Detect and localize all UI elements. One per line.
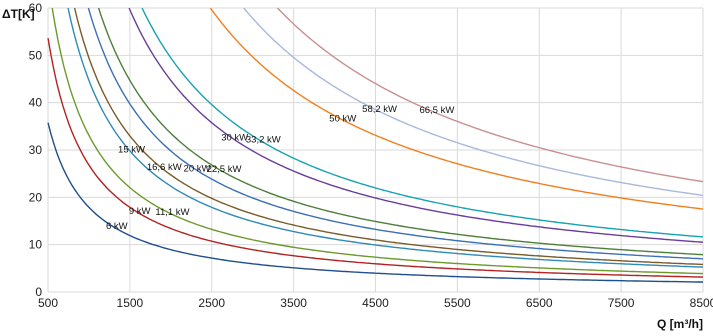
y-tick-label: 30: [29, 143, 43, 157]
series-lines: [47, 7, 704, 283]
x-tick-label: 4500: [362, 296, 389, 310]
x-axis-label: Q [m³/h]: [657, 317, 703, 331]
series-line-20-kw: [87, 7, 704, 260]
series-label: 66,5 kW: [419, 105, 454, 116]
y-tick-label: 60: [29, 1, 43, 15]
series-line-6-kw: [47, 122, 703, 283]
x-tick-label: 500: [38, 296, 58, 310]
x-tick-label: 7500: [608, 296, 635, 310]
series-label: 20 kW: [184, 163, 211, 174]
series-line-58-2-kw: [243, 7, 704, 197]
series-line-15-kw: [67, 7, 704, 268]
series-line-22-5-kw: [97, 7, 704, 256]
y-tick-label: 50: [29, 48, 43, 62]
series-line-9-kw: [47, 37, 704, 278]
y-tick-label: 40: [29, 96, 43, 110]
y-tick-label: 20: [29, 190, 43, 204]
series-label: 15 kW: [118, 144, 145, 155]
series-label: 9 kW: [129, 206, 151, 217]
x-tick-label: 6500: [526, 296, 553, 310]
x-tick-label: 2500: [198, 296, 225, 310]
x-tick-label: 3500: [280, 296, 307, 310]
series-label: 22,5 kW: [207, 164, 242, 175]
series-line-66-5-kw: [276, 7, 704, 183]
series-label: 33,2 kW: [246, 134, 281, 145]
series-line-30-kw: [128, 7, 704, 243]
y-tick-label: 10: [29, 238, 43, 252]
y-tick-label: 0: [35, 285, 42, 299]
series-label: 16,6 kW: [147, 162, 182, 173]
series-label: 30 kW: [221, 133, 248, 144]
series-label: 6 kW: [106, 221, 128, 232]
series-label: 58,2 kW: [362, 104, 397, 115]
x-tick-label: 5500: [444, 296, 471, 310]
series-line-33-2-kw: [141, 7, 704, 238]
series-line-50-kw: [209, 7, 704, 210]
grid: [47, 7, 704, 293]
series-label: 11,1 kW: [155, 207, 189, 218]
y-axis-label: ΔT[K]: [2, 7, 35, 21]
series-line-16-6-kw: [73, 7, 704, 266]
x-tick-label: 1500: [117, 296, 144, 310]
series-label: 50 kW: [329, 114, 356, 125]
series-line-11-1-kw: [51, 7, 704, 275]
